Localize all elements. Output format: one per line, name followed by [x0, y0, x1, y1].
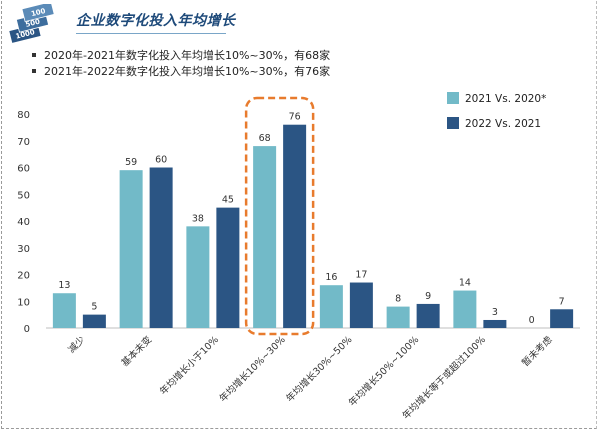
note-text: 2020年-2021年数字化投入年均增长10%~30%，有68家	[44, 49, 331, 62]
bar	[349, 282, 373, 328]
data-label: 5	[91, 302, 97, 313]
x-tick-label: 年均增长50%~100%	[346, 334, 421, 409]
bar	[550, 309, 574, 328]
note-item: 2021年-2022年数字化投入年均增长10%~30%，有76家	[32, 64, 330, 80]
data-label: 9	[425, 291, 431, 302]
y-tick-label: 0	[24, 324, 30, 335]
note-item: 2020年-2021年数字化投入年均增长10%~30%，有68家	[32, 48, 330, 64]
y-tick-label: 80	[17, 110, 30, 121]
x-tick-label: 基本未变	[119, 333, 155, 369]
legend-label: 2021 Vs. 2020*	[465, 93, 546, 105]
x-tick-label: 减少	[66, 333, 88, 355]
x-tick-label: 年均增长小于10%	[157, 334, 221, 398]
bar	[52, 293, 76, 328]
data-label: 76	[289, 112, 301, 123]
bar	[453, 290, 477, 328]
y-tick-label: 30	[17, 244, 30, 255]
chart-bars	[52, 124, 574, 328]
data-label: 8	[395, 294, 401, 305]
bar	[386, 306, 410, 328]
bar	[319, 285, 343, 328]
data-label: 45	[222, 195, 234, 206]
y-tick-label: 60	[17, 164, 30, 175]
bar	[186, 226, 210, 328]
x-tick-label: 年均增长30%~50%	[284, 334, 355, 405]
data-label: 60	[155, 155, 167, 166]
data-label: 68	[259, 133, 271, 144]
data-label: 16	[325, 272, 337, 283]
highlight-box	[244, 96, 315, 336]
banknote-logo-icon: 100 500 1000	[8, 4, 55, 44]
banknote-100	[21, 4, 55, 23]
title-underline	[76, 33, 226, 34]
banknote-label-500: 500	[25, 18, 41, 29]
data-label: 17	[355, 270, 367, 281]
y-tick-label: 70	[17, 137, 30, 148]
bullet-icon	[32, 69, 36, 73]
bullet-icon	[32, 53, 36, 57]
bar	[483, 319, 507, 328]
page-title: 企业数字化投入年均增长	[76, 13, 236, 29]
legend-label: 2022 Vs. 2021	[465, 118, 541, 130]
data-label: 0	[529, 315, 535, 326]
data-label: 13	[58, 280, 70, 291]
banknote-label-100: 100	[30, 7, 46, 18]
bar	[416, 303, 440, 328]
y-tick-label: 10	[17, 297, 30, 308]
bar	[119, 170, 143, 328]
legend-swatch	[447, 117, 459, 129]
chart-legend: 2021 Vs. 2020* 2022 Vs. 2021	[447, 92, 546, 130]
x-tick-label: 暂未考虑	[519, 333, 555, 369]
data-label: 7	[559, 296, 565, 307]
note-text: 2021年-2022年数字化投入年均增长10%~30%，有76家	[44, 65, 331, 78]
y-tick-label: 20	[17, 271, 30, 282]
bar	[253, 146, 277, 328]
bar	[149, 167, 173, 328]
data-label: 3	[492, 307, 498, 318]
bar	[82, 314, 106, 328]
notes-list: 2020年-2021年数字化投入年均增长10%~30%，有68家 2021年-2…	[32, 48, 330, 80]
y-tick-label: 40	[17, 217, 30, 228]
bar	[283, 124, 307, 328]
data-label: 38	[192, 213, 204, 224]
bar	[216, 207, 240, 328]
legend-swatch	[447, 92, 459, 104]
x-tick-label: 年均增长10%~30%	[217, 334, 288, 405]
data-label: 14	[459, 278, 471, 289]
y-tick-label: 50	[17, 190, 30, 201]
data-label: 59	[125, 157, 137, 168]
